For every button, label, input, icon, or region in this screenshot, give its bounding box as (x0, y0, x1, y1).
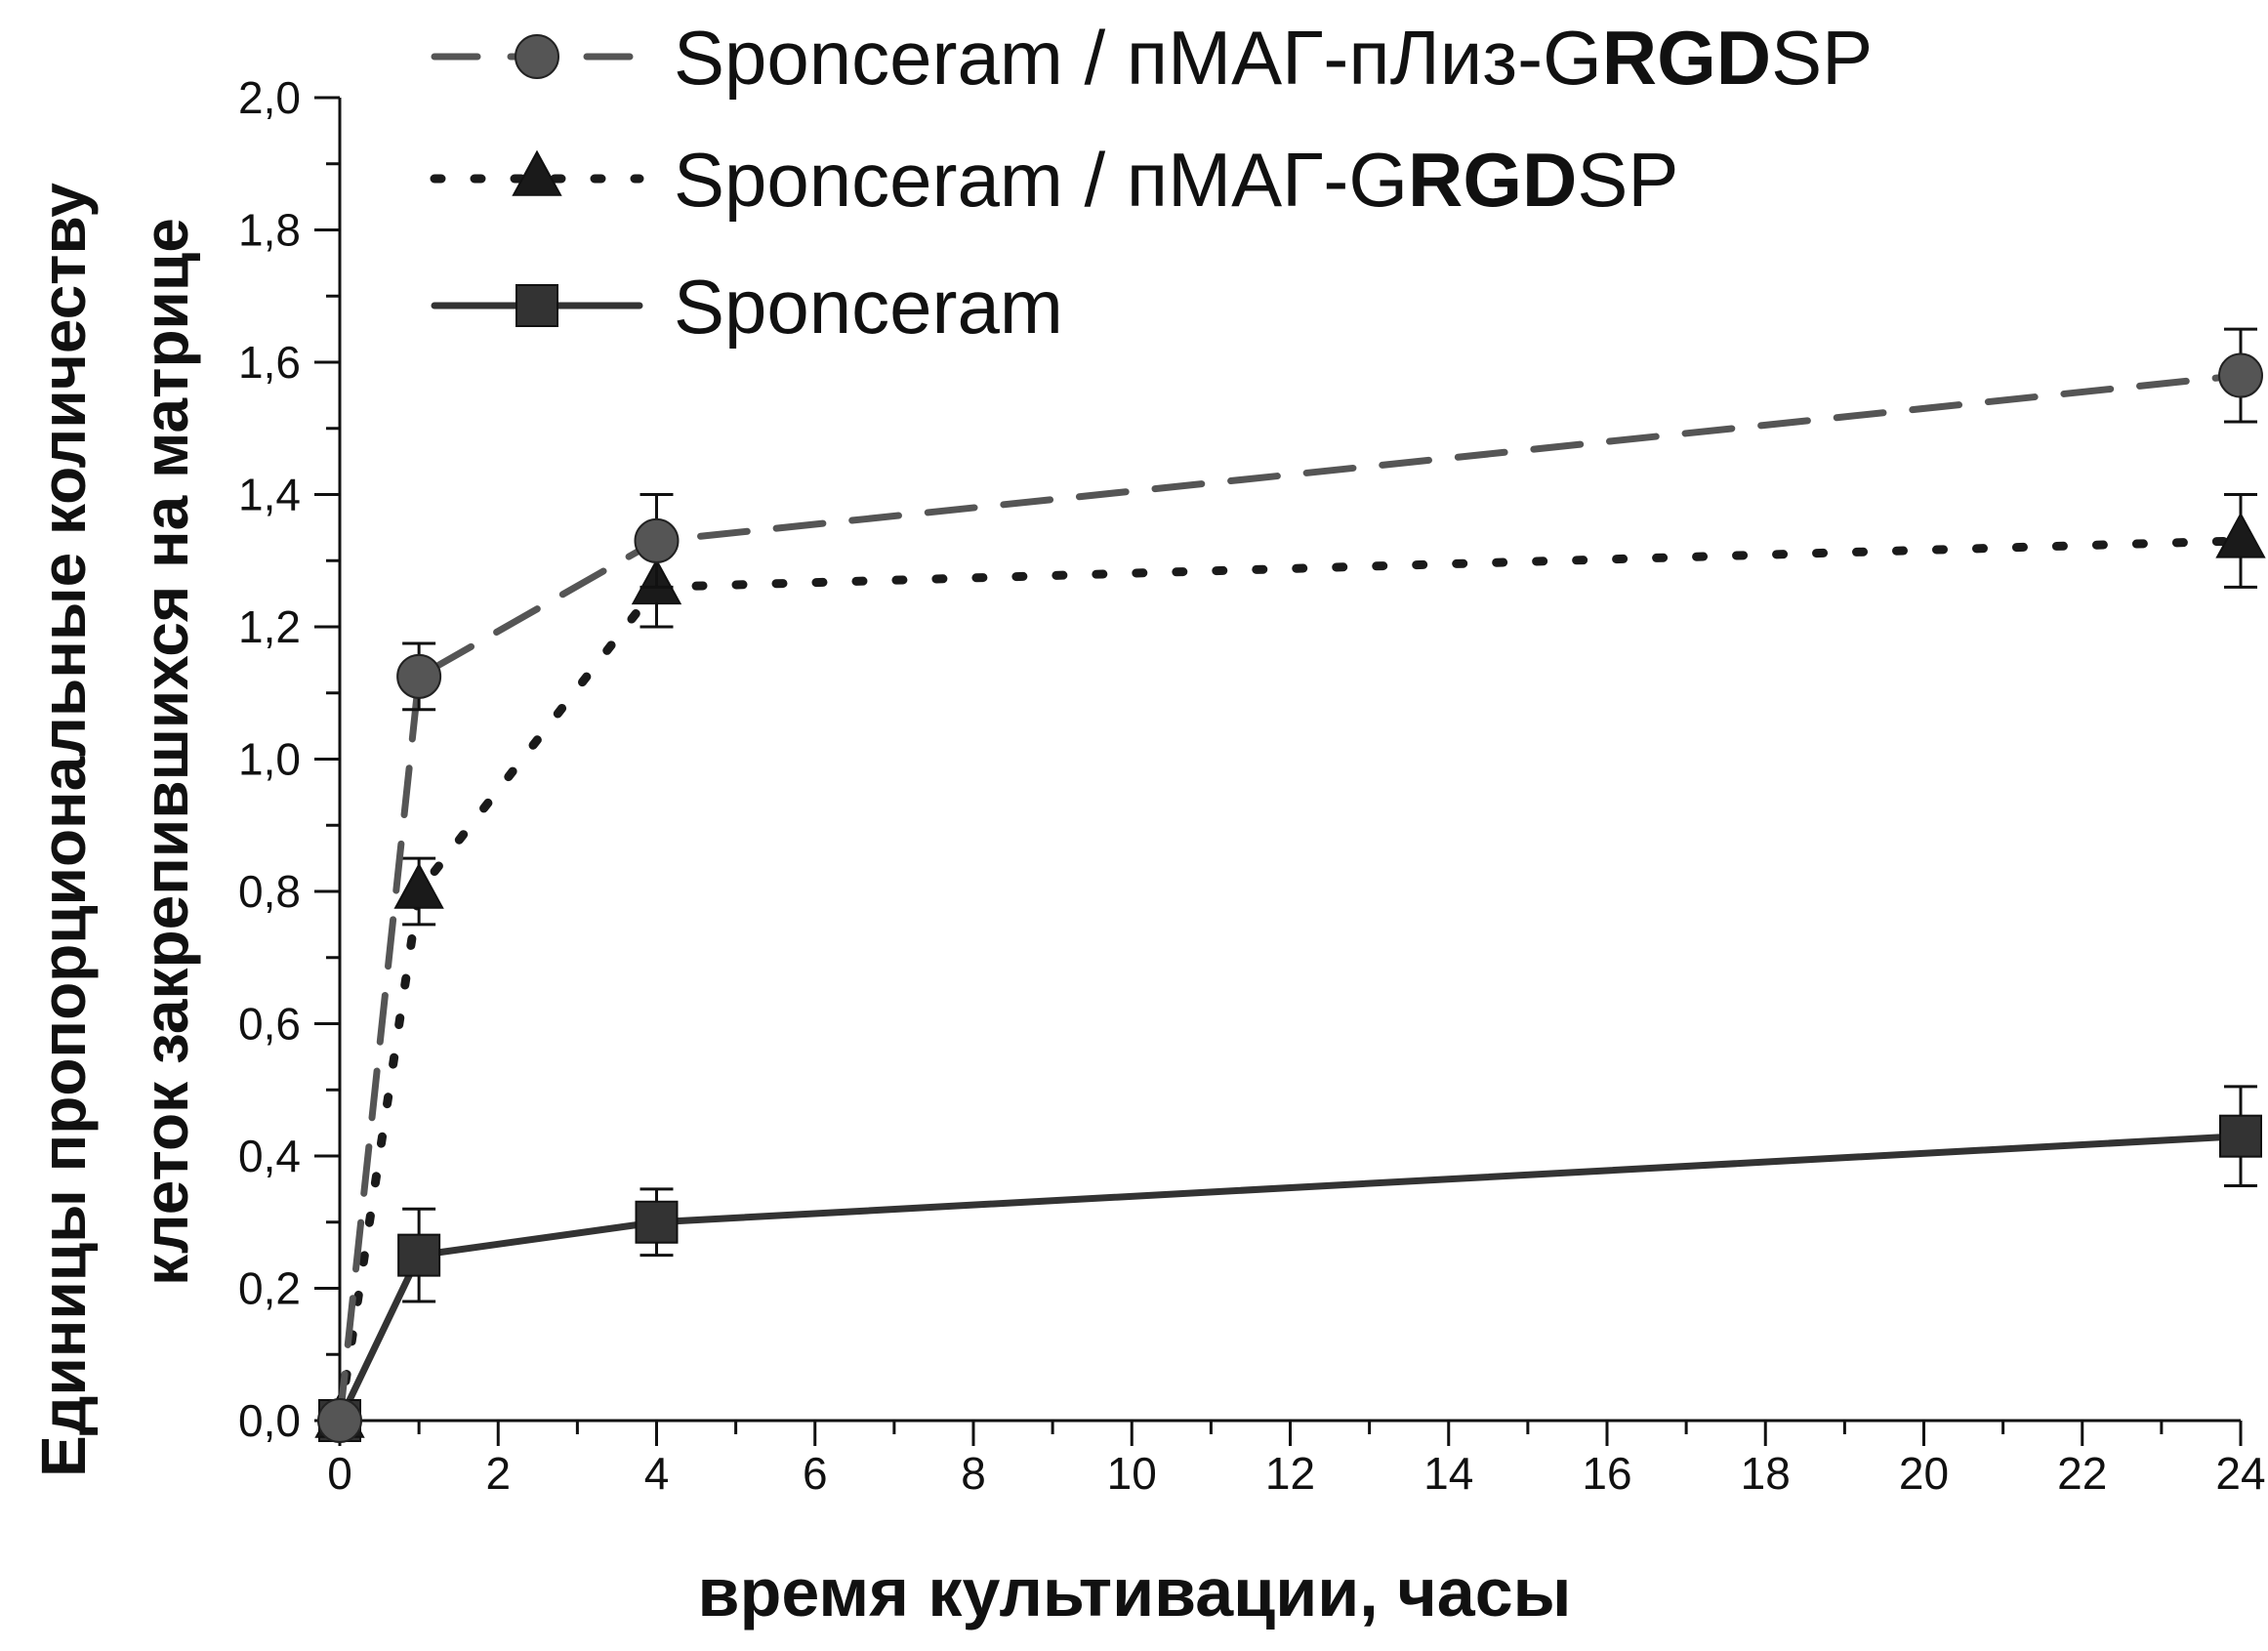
triangle-marker (393, 862, 444, 909)
series-0 (317, 327, 2263, 1443)
y-tick-label: 0,0 (238, 1395, 301, 1446)
x-tick-label: 0 (327, 1448, 352, 1499)
x-tick-label: 6 (803, 1448, 828, 1499)
x-tick-label: 10 (1107, 1448, 1157, 1499)
legend-item-0: Sponceram / пМАГ-пЛиз-GRGDSP (431, 15, 1873, 101)
legend-item-1: Sponceram / пМАГ-GRGDSP (430, 137, 1678, 223)
triangle-marker (2215, 512, 2266, 558)
axes: 0,00,20,40,60,81,01,21,41,61,82,00 2 4 6 8 10… (238, 72, 2266, 1499)
y-tick-label: 0,2 (238, 1263, 301, 1314)
circle-marker (317, 1398, 362, 1443)
x-tick-label: 22 (2057, 1448, 2107, 1499)
y-tick-label: 0,8 (238, 866, 301, 917)
y-tick-label: 0,4 (238, 1131, 301, 1181)
x-tick-label: 24 (2215, 1448, 2265, 1499)
x-tick-label: 16 (1582, 1448, 1631, 1499)
circle-marker (515, 34, 559, 79)
legend-label-part: Sponceram / пМАГ-пЛиз-G (674, 15, 1602, 101)
triangle-marker (512, 149, 562, 196)
legend-label: Sponceram / пМАГ-пЛиз-GRGDSP (674, 15, 1873, 101)
legend-label-part: Sponceram (674, 264, 1063, 350)
y-tick-label: 1,6 (238, 337, 301, 388)
series-2 (318, 1085, 2262, 1442)
x-tick-label: 8 (961, 1448, 986, 1499)
legend-label-part: RGD (1408, 137, 1577, 223)
x-tick-label: 2 (485, 1448, 511, 1499)
x-axis-title: время культивации, часы (698, 1554, 1572, 1630)
square-marker (635, 1200, 679, 1244)
x-tick-label: 12 (1265, 1448, 1315, 1499)
y-tick-label: 2,0 (238, 72, 301, 123)
circle-marker (634, 517, 680, 563)
square-marker (515, 284, 558, 327)
x-tick-label: 20 (1899, 1448, 1949, 1499)
x-tick-label: 4 (644, 1448, 670, 1499)
y-tick-label: 0,6 (238, 999, 301, 1050)
legend-label: Sponceram (674, 264, 1063, 350)
legend-label-part: RGD (1602, 15, 1771, 101)
series-layer (314, 327, 2266, 1443)
legend-item-2: Sponceram (431, 264, 1063, 350)
square-marker (397, 1233, 441, 1277)
y-tick-label: 1,4 (238, 470, 301, 520)
x-tick-label: 18 (1741, 1448, 1791, 1499)
legend-label-part: SP (1771, 15, 1873, 101)
square-marker (2219, 1114, 2262, 1158)
y-tick-label: 1,2 (238, 601, 301, 652)
y-axis-title-line2: клеток закрепившихся на матрице (131, 218, 201, 1286)
legend-label-part: SP (1577, 137, 1678, 223)
series-line (335, 536, 2246, 1425)
y-tick-label: 1,0 (238, 734, 301, 785)
circle-marker (396, 653, 442, 699)
circle-marker (2218, 352, 2263, 398)
series-line (336, 372, 2245, 1424)
legend-label: Sponceram / пМАГ-GRGDSP (674, 137, 1678, 223)
x-tick-label: 14 (1423, 1448, 1473, 1499)
y-axis-title-line1: Единицы пропорциональные количеству (28, 183, 99, 1477)
series-line (336, 1133, 2245, 1424)
legend-label-part: Sponceram / пМАГ-G (674, 137, 1408, 223)
series-1 (314, 493, 2266, 1438)
y-tick-label: 1,8 (238, 205, 301, 256)
